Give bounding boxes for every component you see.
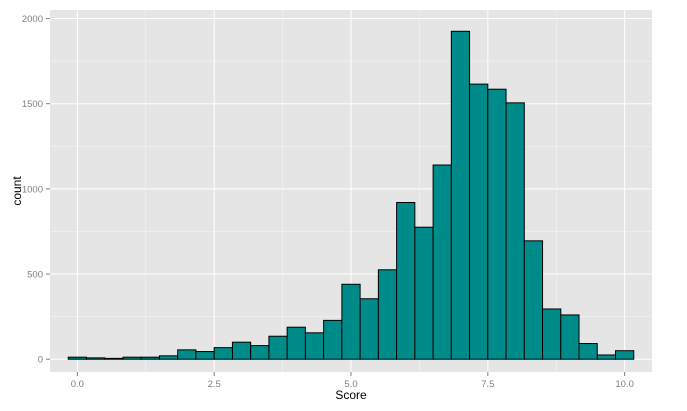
histogram-bar <box>140 356 160 360</box>
histogram-bar <box>596 354 617 360</box>
x-tick-label: 7.5 <box>481 379 494 390</box>
histogram-bar <box>542 308 562 360</box>
histogram-bar <box>104 357 124 360</box>
x-tick-label: 10.0 <box>615 379 634 390</box>
y-tick-label: 1000 <box>22 184 43 195</box>
x-tick-label: 0.0 <box>71 379 84 390</box>
y-tick-label: 2000 <box>22 14 43 25</box>
histogram-bar <box>487 88 507 360</box>
histogram-bar <box>67 356 87 360</box>
x-tick-label: 2.5 <box>208 379 221 390</box>
histogram-bar <box>560 314 580 360</box>
histogram-bar <box>615 350 635 360</box>
bars <box>67 30 635 360</box>
histogram-bar <box>469 83 489 360</box>
histogram-bar <box>414 226 434 360</box>
histogram-bar <box>213 347 233 360</box>
histogram-bar <box>377 269 398 360</box>
histogram-bar <box>250 345 270 360</box>
histogram-bar <box>304 332 325 360</box>
histogram-bar <box>505 102 525 360</box>
histogram-bar <box>122 356 142 360</box>
y-tick-label: 0 <box>38 355 43 366</box>
histogram-bar <box>177 349 197 360</box>
histogram-bar <box>523 240 544 360</box>
histogram-bar <box>268 335 288 360</box>
histogram-bar <box>450 30 471 360</box>
histogram-bar <box>158 355 179 360</box>
x-tick-label: 5.0 <box>344 379 357 390</box>
y-tick-label: 1500 <box>22 99 43 110</box>
y-axis-title: count <box>10 176 24 206</box>
histogram-bar <box>359 298 379 360</box>
tick-labels: 0 500 1000 1500 2000 0.0 2.5 5.0 7.5 10.0 <box>22 14 634 390</box>
axis-ticks <box>46 18 626 376</box>
histogram-bar <box>341 283 361 360</box>
histogram-bar <box>286 326 306 360</box>
histogram-bar <box>195 351 215 360</box>
x-axis-title: Score <box>335 388 367 402</box>
histogram-bar <box>396 201 416 360</box>
histogram-bar <box>85 357 106 360</box>
histogram-bar <box>578 343 598 360</box>
histogram-bar <box>231 341 252 360</box>
histogram-bar <box>432 164 452 360</box>
y-tick-label: 500 <box>27 270 43 281</box>
histogram-bar <box>323 319 343 360</box>
